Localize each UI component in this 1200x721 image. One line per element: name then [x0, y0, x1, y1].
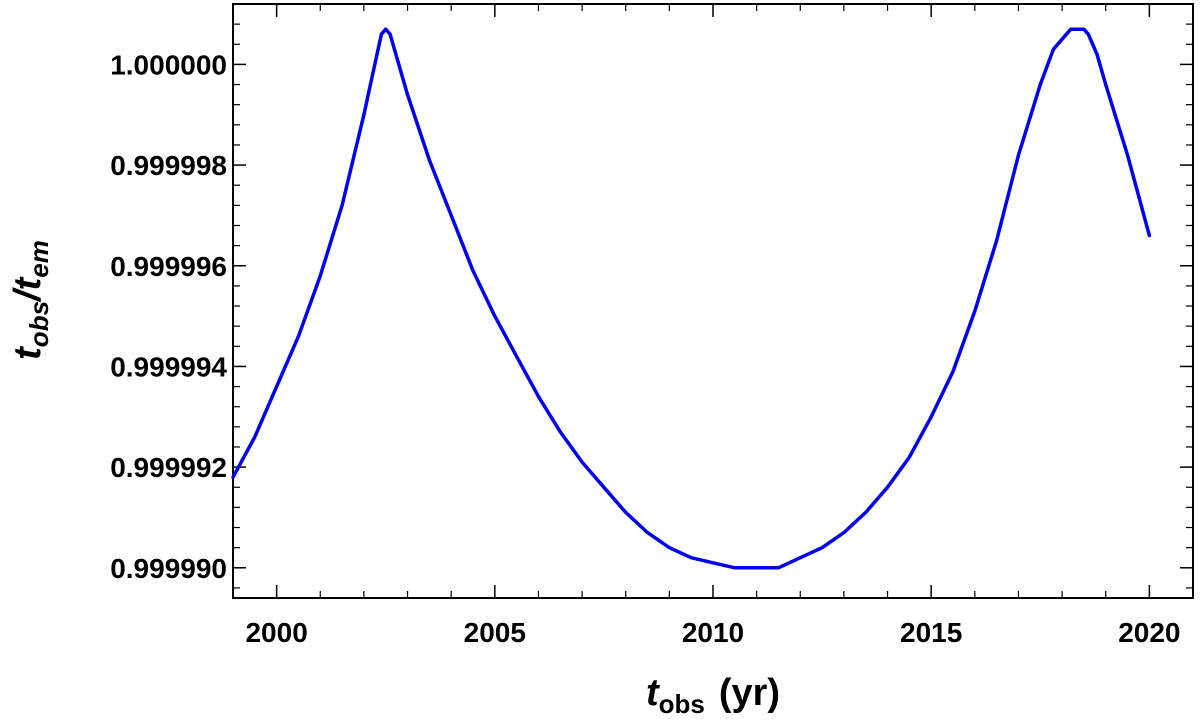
y-tick-label: 1.000000 [110, 49, 227, 80]
y-axis-title-den-sub: em [24, 240, 54, 278]
x-tick-label: 2010 [682, 617, 744, 648]
y-axis-title-num-sub: obs [24, 301, 54, 347]
y-axis-title-num: t [7, 346, 49, 360]
series-line [231, 27, 1152, 570]
x-axis-title-sub: obs [659, 689, 705, 719]
y-tick-label: 0.999996 [110, 251, 227, 282]
y-tick-label: 0.999992 [110, 452, 227, 483]
y-axis-title-den: t [7, 276, 49, 290]
series-layer [231, 27, 1152, 570]
x-axis-title: tobs (yr) [646, 672, 780, 719]
tick-marks [232, 3, 1194, 598]
y-tick-label: 0.999998 [110, 150, 227, 181]
y-tick-labels: 0.999990 0.999992 0.999994 0.999996 0.999998… [110, 49, 227, 583]
y-axis-title-slash: / [7, 287, 49, 303]
x-tick-label: 2000 [245, 617, 307, 648]
x-axis-title-unit: (yr) [719, 672, 780, 714]
y-tick-label: 0.999990 [110, 553, 227, 584]
y-axis-title: tobs/tem [7, 240, 54, 360]
x-tick-labels: 2000 2005 2010 2015 2020 [245, 617, 1180, 648]
x-tick-label: 2005 [464, 617, 526, 648]
plot-frame [232, 3, 1194, 599]
y-tick-label: 0.999994 [110, 351, 227, 382]
x-axis-title-main: t [646, 672, 660, 714]
x-tick-label: 2020 [1118, 617, 1180, 648]
x-tick-label: 2015 [900, 617, 962, 648]
